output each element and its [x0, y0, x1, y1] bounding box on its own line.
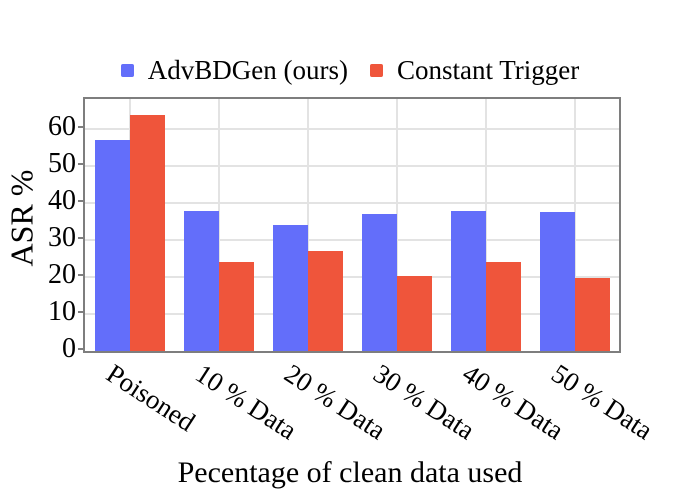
bar-constant-trigger-40-data [485, 262, 521, 351]
bar-advbdgen-ours-10-data [183, 210, 219, 351]
x-tick-label-text: 30 % Data [367, 358, 480, 446]
x-tick-label-text: 20 % Data [278, 358, 391, 446]
plot-area [83, 97, 621, 353]
bar-constant-trigger-30-data [396, 276, 432, 351]
x-axis-title: Pecentage of clean data used [177, 456, 523, 489]
bar-advbdgen-ours-poisoned [94, 140, 130, 351]
chart-legend: AdvBDGen (ours) Constant Trigger [0, 55, 700, 85]
y-tick-label: 20 [48, 259, 76, 291]
gridline-vertical [573, 99, 576, 351]
x-tick-label-50-data: 50 % Data [546, 358, 676, 445]
bar-advbdgen-ours-20-data [272, 225, 308, 351]
y-tick-mark [78, 200, 83, 203]
x-tick-label-text: 40 % Data [456, 358, 569, 446]
bar-constant-trigger-10-data [218, 262, 254, 351]
legend-label: AdvBDGen (ours) [147, 55, 348, 85]
gridline-vertical [217, 99, 220, 351]
gridline-horizontal [85, 276, 619, 279]
y-tick-mark [78, 163, 83, 166]
gridline-horizontal [85, 239, 619, 242]
y-tick-mark [78, 126, 83, 129]
legend-label: Constant Trigger [396, 55, 580, 85]
legend-item-advbdgen-ours: AdvBDGen (ours) [120, 55, 348, 85]
x-tick-label-text: 50 % Data [545, 358, 658, 446]
y-tick-mark [78, 237, 83, 240]
y-tick-label: 60 [48, 111, 76, 143]
y-tick-label: 0 [62, 333, 76, 364]
bar-constant-trigger-20-data [307, 251, 343, 351]
y-tick-mark [78, 348, 83, 350]
gridline-vertical [395, 99, 398, 351]
bar-constant-trigger-poisoned [129, 114, 165, 351]
gridline-vertical [484, 99, 487, 351]
y-tick-mark [78, 274, 83, 277]
bar-advbdgen-ours-50-data [539, 211, 575, 351]
x-tick-label-text: 10 % Data [189, 358, 302, 446]
bar-constant-trigger-50-data [574, 278, 610, 351]
gridline-horizontal [85, 128, 619, 131]
bar-advbdgen-ours-30-data [361, 214, 397, 351]
legend-item-constant-trigger: Constant Trigger [369, 55, 580, 85]
bar-advbdgen-ours-40-data [450, 210, 486, 351]
y-tick-label: 40 [48, 185, 76, 217]
gridline-horizontal [85, 165, 619, 168]
y-tick-label: 50 [48, 148, 76, 180]
gridline-horizontal [85, 313, 619, 316]
y-tick-label: 30 [48, 222, 76, 254]
y-tick-mark [78, 311, 83, 314]
legend-swatch-icon [369, 63, 383, 77]
gridline-horizontal [85, 202, 619, 205]
y-tick-label: 10 [48, 296, 76, 328]
legend-swatch-icon [120, 63, 134, 77]
gridline-vertical [306, 99, 309, 351]
x-tick-label-text: Poisoned [100, 358, 201, 438]
